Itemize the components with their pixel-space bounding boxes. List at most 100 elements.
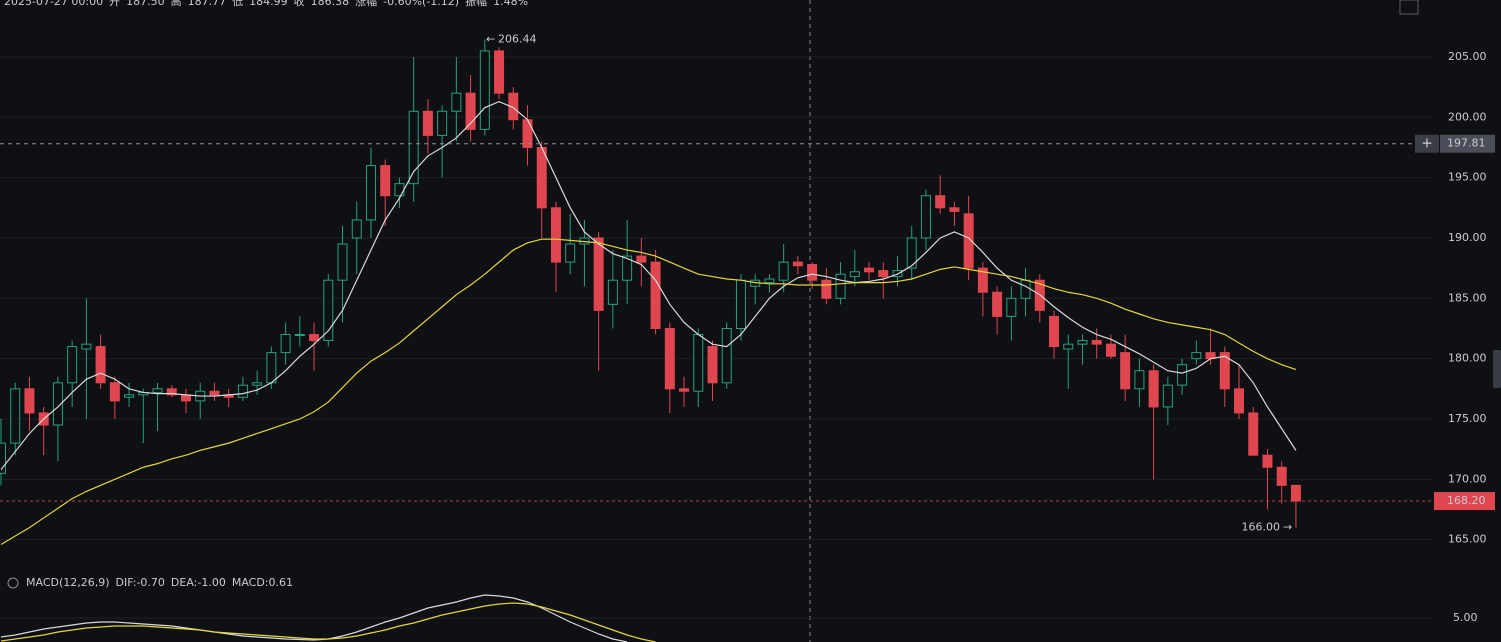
candle-body [1191, 352, 1202, 360]
y-tick-label: 180.00 [1448, 352, 1487, 365]
candle-body [721, 327, 732, 384]
candle-body [963, 213, 974, 269]
last-price: 168.20 [1447, 494, 1486, 507]
macd-legend: DEA:-1.00 [171, 576, 226, 589]
y-tick-label: 165.00 [1448, 533, 1487, 546]
candle-body [1148, 370, 1159, 408]
candle-body [394, 183, 405, 197]
header-item: 高 [171, 0, 182, 8]
candle-body [622, 255, 633, 281]
candle-body [565, 243, 576, 263]
header-item: 收 [294, 0, 305, 8]
candle-body [835, 273, 846, 299]
candle-body [237, 384, 248, 398]
candle-body [864, 267, 875, 273]
candle-body [935, 195, 946, 209]
candle-body [636, 255, 647, 263]
macd-legend: DIF:-0.70 [116, 576, 165, 589]
macd-legend: MACD:0.61 [232, 576, 293, 589]
candle-body [707, 346, 718, 384]
ma-line [0, 238, 1297, 546]
header-item: -0.60%(-1.12) [383, 0, 459, 8]
crosshair-plus [1415, 134, 1439, 153]
y-tick-label: 200.00 [1448, 110, 1487, 123]
header-item: 低 [232, 0, 243, 8]
candle-body [1105, 343, 1116, 357]
header-item: 开 [109, 0, 120, 8]
candle-body [1219, 352, 1230, 390]
crosshair-price: 197.81 [1447, 137, 1486, 150]
header-item: 184.99 [249, 0, 288, 8]
header-item: 振幅 [465, 0, 487, 8]
candle-body [977, 267, 988, 293]
y-tick-label: 175.00 [1448, 412, 1487, 425]
low-marker-arrow: → [1283, 521, 1292, 534]
candle-body [380, 165, 391, 197]
candle-body [1134, 370, 1145, 390]
high-marker: 206.44 [498, 33, 537, 46]
ma-line [0, 100, 1297, 471]
header-item: 2025-07-27 00:00 [4, 0, 103, 8]
candle-body [67, 346, 78, 384]
candle-body [479, 50, 490, 130]
candle-body [166, 388, 177, 396]
candle-body [679, 388, 690, 392]
candle-body [792, 261, 803, 267]
last-price-box [1434, 492, 1495, 511]
candle-body [508, 92, 519, 121]
crosshair-plus-icon: + [1421, 136, 1433, 152]
candle-body [807, 264, 818, 281]
macd-tick-label: 5.00 [1453, 611, 1478, 624]
candle-body [1234, 388, 1245, 414]
candle-body [1162, 384, 1173, 408]
candle-body [607, 279, 618, 305]
candle-body [735, 279, 746, 329]
candle-body [494, 50, 505, 94]
high-marker-arrow: ← [486, 33, 495, 46]
candle-body [309, 334, 320, 342]
side-tab[interactable] [1493, 350, 1501, 388]
candle-body [10, 388, 21, 444]
y-tick-label: 205.00 [1448, 50, 1487, 63]
fullscreen-icon[interactable] [1399, 0, 1419, 15]
candle-body [992, 291, 1003, 317]
candle-body [536, 146, 547, 209]
header-item: 187.50 [126, 0, 165, 8]
candle-body [1020, 279, 1031, 299]
candle-body [821, 279, 832, 299]
y-tick-label: 185.00 [1448, 291, 1487, 304]
candle-body [294, 334, 305, 337]
candle-body [365, 165, 376, 221]
header-item: 涨幅 [355, 0, 377, 8]
candle-body [152, 388, 163, 393]
candle-body [550, 207, 561, 263]
candle-body [1120, 352, 1131, 390]
macd-toggle-icon[interactable] [7, 577, 19, 589]
candle-body [437, 110, 448, 136]
candle-body [180, 394, 191, 402]
candle-body [949, 207, 960, 212]
macd-legend: MACD(12,26,9) [26, 576, 110, 589]
candle-body [95, 346, 106, 384]
candle-body [209, 390, 220, 396]
candle-body [664, 327, 675, 390]
candle-body [1177, 364, 1188, 386]
candle-body [323, 279, 334, 342]
candle-body [1290, 484, 1301, 502]
candle-body [52, 382, 63, 426]
y-tick-label: 190.00 [1448, 231, 1487, 244]
candle-body [778, 261, 789, 281]
header-item: 1.48% [493, 0, 528, 8]
candle-body [1262, 454, 1273, 468]
candle-body [81, 343, 92, 350]
main-pane [0, 39, 1433, 546]
candle-body [0, 442, 6, 474]
candle-body [593, 237, 604, 311]
low-marker: 166.00 [1242, 521, 1281, 534]
candle-body [408, 110, 419, 185]
candle-body [1276, 466, 1287, 486]
candle-body [252, 382, 263, 386]
candle-body [465, 92, 476, 130]
